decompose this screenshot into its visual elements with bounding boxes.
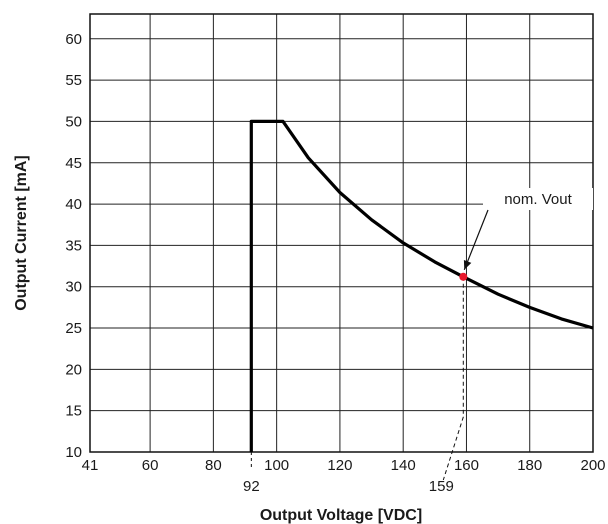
chart-marks	[249, 119, 594, 452]
y-tick-label: 50	[65, 113, 82, 130]
y-tick-label: 40	[65, 196, 82, 213]
nominal-label-background	[483, 188, 593, 210]
nominal-arrow-head	[463, 259, 472, 270]
y-axis-title: Output Current [mA]	[13, 155, 30, 311]
y-tick-label: 60	[65, 31, 82, 48]
nominal-vout-label: nom. Vout	[504, 191, 572, 208]
nominal-dashed-guide	[442, 276, 464, 481]
y-tick-label: 15	[65, 403, 82, 420]
x-tick-label: 41	[82, 457, 99, 474]
y-tick-label: 10	[65, 444, 82, 461]
x-tick-label: 80	[205, 457, 222, 474]
x-tick-label: 200	[580, 457, 605, 474]
plot-frame	[89, 13, 594, 453]
x-tick-labels: 41 60 80 100 120 140 160 180 200	[82, 457, 606, 474]
x-tick-label: 120	[327, 457, 352, 474]
nominal-point-marker	[459, 272, 468, 281]
x-tick-label: 60	[142, 457, 159, 474]
y-tick-label: 25	[65, 320, 82, 337]
x159-label: 159	[429, 478, 454, 495]
x-tick-label: 180	[517, 457, 542, 474]
y-tick-label: 55	[65, 72, 82, 89]
y-tick-label: 45	[65, 155, 82, 172]
plot-background	[90, 14, 593, 452]
y-tick-label: 30	[65, 279, 82, 296]
y-tick-label: 35	[65, 237, 82, 254]
series-line	[249, 119, 594, 452]
x92-label: 92	[243, 478, 260, 495]
x-axis-title: Output Voltage [VDC]	[260, 507, 422, 524]
nominal-arrow-line	[463, 209, 489, 271]
x-tick-label: 140	[391, 457, 416, 474]
plot-border	[89, 13, 594, 453]
y-tick-label: 20	[65, 361, 82, 378]
y-tick-labels: 10 15 20 25 30 35 40 45 50 55 60	[65, 31, 82, 461]
annotations: nom. Vout 92 159	[243, 188, 593, 495]
x-tick-label: 160	[454, 457, 479, 474]
x-tick-label: 100	[264, 457, 289, 474]
